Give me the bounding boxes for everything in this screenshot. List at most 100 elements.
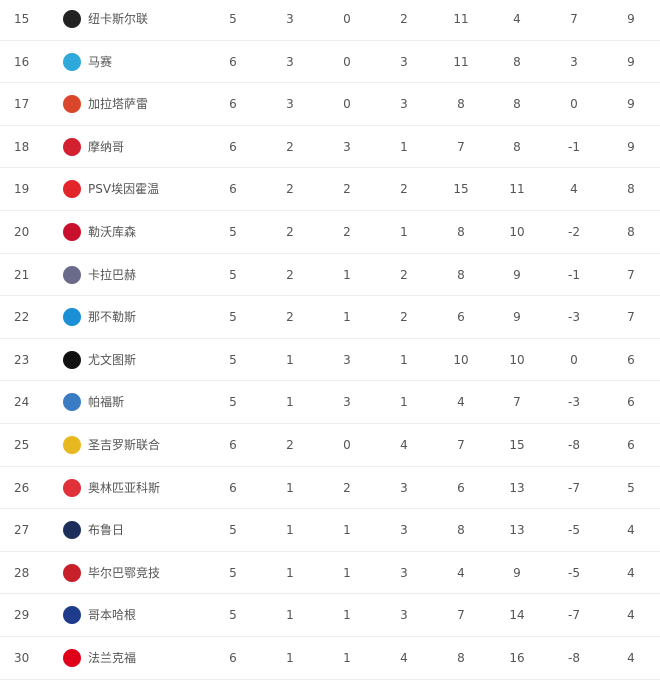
- table-row[interactable]: 27 布鲁日 5 1 1 3 8 13 -5 4: [0, 509, 660, 552]
- table-row[interactable]: 23 尤文图斯 5 1 3 1 10 10 0 6: [0, 339, 660, 382]
- team-name[interactable]: 加拉塔萨雷: [88, 97, 149, 112]
- stat-goals-for: 8: [457, 97, 465, 112]
- team-name[interactable]: 法兰克福: [88, 650, 137, 665]
- stat-goal-diff: -1: [568, 267, 580, 282]
- team-name[interactable]: 哥本哈根: [88, 608, 137, 623]
- stat-won: 1: [286, 523, 294, 538]
- stat-goals-for: 8: [457, 224, 465, 239]
- team-name[interactable]: 尤文图斯: [88, 352, 137, 367]
- stat-goal-diff: -2: [568, 224, 580, 239]
- stat-lost: 3: [400, 54, 408, 69]
- stat-won: 2: [286, 182, 294, 197]
- stat-goal-diff: -8: [568, 437, 580, 452]
- team-name[interactable]: 帕福斯: [88, 395, 125, 410]
- rank: 20: [14, 224, 30, 239]
- monaco-crest-icon: [63, 137, 81, 156]
- team-name[interactable]: 勒沃库森: [88, 224, 137, 239]
- stat-goals-for: 6: [457, 480, 465, 495]
- stat-points: 9: [627, 54, 635, 69]
- stat-goals-for: 11: [453, 54, 469, 69]
- team-name[interactable]: 卡拉巴赫: [88, 267, 137, 282]
- table-row[interactable]: 18 摩纳哥 6 2 3 1 7 8 -1 9: [0, 126, 660, 169]
- table-row[interactable]: 24 帕福斯 5 1 3 1 4 7 -3 6: [0, 381, 660, 424]
- stat-goals-against: 9: [513, 267, 521, 282]
- stat-lost: 1: [400, 352, 408, 367]
- stat-goal-diff: -1: [568, 139, 580, 154]
- stat-won: 2: [286, 310, 294, 325]
- rank: 21: [14, 267, 30, 282]
- table-row[interactable]: 28 毕尔巴鄂竞技 5 1 1 3 4 9 -5 4: [0, 552, 660, 595]
- rank: 29: [14, 608, 30, 623]
- rank: 24: [14, 395, 30, 410]
- table-row[interactable]: 29 哥本哈根 5 1 1 3 7 14 -7 4: [0, 594, 660, 637]
- table-row[interactable]: 20 勒沃库森 5 2 2 1 8 10 -2 8: [0, 211, 660, 254]
- frankfurt-crest-icon: [63, 648, 81, 667]
- stat-drawn: 0: [343, 12, 351, 26]
- stat-played: 5: [229, 395, 237, 410]
- stat-goals-for: 7: [457, 437, 465, 452]
- stat-lost: 1: [400, 224, 408, 239]
- rank: 26: [14, 480, 30, 495]
- table-row[interactable]: 25 圣吉罗斯联合 6 2 0 4 7 15 -8 6: [0, 424, 660, 467]
- stat-lost: 3: [400, 480, 408, 495]
- stat-goals-against: 8: [513, 54, 521, 69]
- team-name[interactable]: PSV埃因霍温: [88, 182, 160, 197]
- team-name[interactable]: 毕尔巴鄂竞技: [88, 565, 161, 580]
- team-name[interactable]: 马赛: [88, 54, 113, 69]
- stat-won: 2: [286, 139, 294, 154]
- stat-played: 6: [229, 139, 237, 154]
- table-row[interactable]: 26 奥林匹亚科斯 6 1 2 3 6 13 -7 5: [0, 467, 660, 510]
- stat-played: 5: [229, 12, 237, 26]
- team-name[interactable]: 奥林匹亚科斯: [88, 480, 161, 495]
- table-row[interactable]: 16 马赛 6 3 0 3 11 8 3 9: [0, 41, 660, 84]
- table-row[interactable]: 22 那不勒斯 5 2 1 2 6 9 -3 7: [0, 296, 660, 339]
- table-row[interactable]: 21 卡拉巴赫 5 2 1 2 8 9 -1 7: [0, 254, 660, 297]
- stat-goals-for: 4: [457, 565, 465, 580]
- table-row[interactable]: 15 纽卡斯尔联 5 3 0 2 11 4 7 9: [0, 0, 660, 41]
- stat-played: 6: [229, 97, 237, 112]
- stat-played: 5: [229, 523, 237, 538]
- stat-lost: 2: [400, 182, 408, 197]
- stat-drawn: 0: [343, 437, 351, 452]
- team-name[interactable]: 纽卡斯尔联: [88, 12, 149, 26]
- marseille-crest-icon: [63, 52, 81, 71]
- stat-goal-diff: 4: [570, 182, 578, 197]
- stat-lost: 2: [400, 310, 408, 325]
- stat-drawn: 3: [343, 139, 351, 154]
- stat-goals-against: 7: [513, 395, 521, 410]
- rank: 15: [14, 12, 30, 26]
- stat-points: 7: [627, 310, 635, 325]
- team-name[interactable]: 布鲁日: [88, 523, 125, 538]
- team-name[interactable]: 那不勒斯: [88, 310, 137, 325]
- stat-goal-diff: -8: [568, 650, 580, 665]
- table-row[interactable]: 19 PSV埃因霍温 6 2 2 2 15 11 4 8: [0, 168, 660, 211]
- stat-goals-for: 7: [457, 608, 465, 623]
- stat-points: 4: [627, 523, 635, 538]
- stat-goal-diff: -7: [568, 608, 580, 623]
- stat-points: 6: [627, 437, 635, 452]
- stat-won: 1: [286, 395, 294, 410]
- stat-goals-for: 8: [457, 650, 465, 665]
- stat-points: 4: [627, 650, 635, 665]
- stat-goals-against: 11: [509, 182, 525, 197]
- stat-won: 2: [286, 224, 294, 239]
- rank: 22: [14, 310, 30, 325]
- stat-drawn: 1: [343, 310, 351, 325]
- table-row[interactable]: 30 法兰克福 6 1 1 4 8 16 -8 4: [0, 637, 660, 680]
- team-name[interactable]: 圣吉罗斯联合: [88, 437, 161, 452]
- rank: 28: [14, 565, 30, 580]
- rank: 16: [14, 54, 30, 69]
- stat-goals-against: 13: [509, 480, 525, 495]
- stat-goals-against: 13: [509, 523, 525, 538]
- stat-won: 1: [286, 565, 294, 580]
- stat-won: 1: [286, 608, 294, 623]
- stat-played: 6: [229, 650, 237, 665]
- stat-won: 1: [286, 650, 294, 665]
- team-name[interactable]: 摩纳哥: [88, 139, 125, 154]
- stat-played: 5: [229, 608, 237, 623]
- table-row[interactable]: 17 加拉塔萨雷 6 3 0 3 8 8 0 9: [0, 83, 660, 126]
- stat-played: 5: [229, 267, 237, 282]
- stat-lost: 4: [400, 437, 408, 452]
- stat-points: 4: [627, 608, 635, 623]
